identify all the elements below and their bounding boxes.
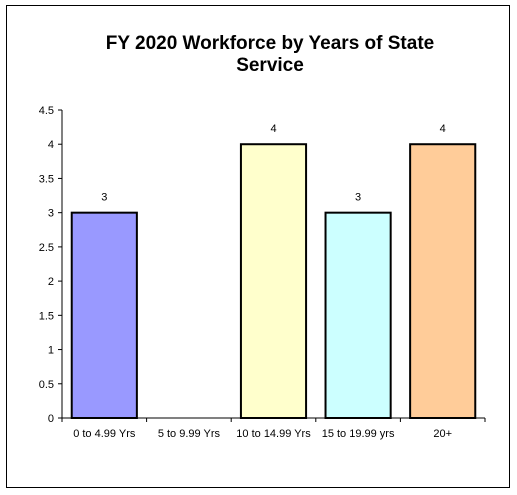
bar bbox=[239, 143, 308, 419]
data-label: 4 bbox=[440, 123, 446, 135]
data-label: 3 bbox=[355, 192, 361, 204]
bar bbox=[70, 211, 138, 419]
chart-title: FY 2020 Workforce by Years of State Serv… bbox=[105, 33, 435, 76]
y-tick-label: 4.5 bbox=[39, 105, 54, 117]
data-label: 4 bbox=[270, 123, 276, 135]
category-label: 5 to 9.99 Yrs bbox=[158, 428, 221, 440]
category-label: 15 to 19.99 yrs bbox=[322, 428, 395, 440]
y-tick-label: 1 bbox=[48, 345, 54, 357]
category-label: 0 to 4.99 Yrs bbox=[73, 428, 136, 440]
y-tick-label: 2 bbox=[48, 276, 54, 288]
y-tick-label: 3.5 bbox=[39, 173, 54, 185]
bar bbox=[324, 211, 392, 419]
y-tick-label: 3 bbox=[48, 208, 54, 220]
y-tick-label: 0 bbox=[48, 413, 54, 425]
y-tick-label: 1.5 bbox=[39, 310, 54, 322]
category-label: 20+ bbox=[433, 428, 452, 440]
y-tick-label: 4 bbox=[48, 139, 54, 151]
y-tick-label: 2.5 bbox=[39, 242, 54, 254]
data-label: 3 bbox=[101, 192, 107, 204]
bar bbox=[409, 143, 477, 419]
y-tick-label: 0.5 bbox=[39, 379, 54, 391]
category-label: 10 to 14.99 Yrs bbox=[236, 428, 311, 440]
